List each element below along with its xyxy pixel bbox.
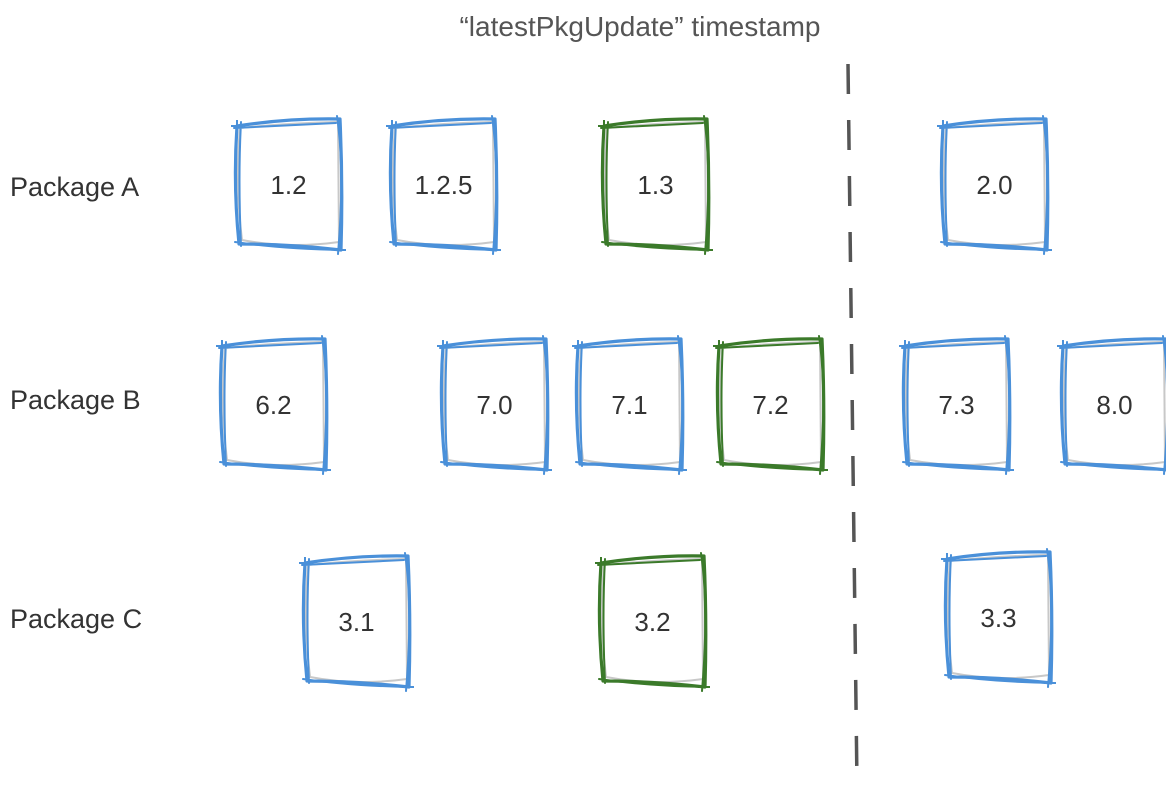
sketch-box-outline	[713, 335, 828, 475]
version-label: 3.1	[338, 607, 374, 637]
version-box-package-a-1-2-5: 1.2.5	[386, 115, 501, 255]
version-label: 8.0	[1096, 390, 1132, 420]
sketch-box-outline	[1057, 335, 1166, 475]
timestamp-divider-line	[846, 63, 859, 785]
sketch-box-outline	[231, 115, 346, 255]
sketch-box-outline	[899, 335, 1014, 475]
version-label: 7.2	[752, 390, 788, 420]
package-b-label: Package B	[10, 385, 141, 415]
package-a-label: Package A	[10, 172, 139, 202]
version-box-package-b-8-0: 8.0	[1057, 335, 1166, 475]
version-label: 1.3	[637, 170, 673, 200]
version-box-package-b-7-2: 7.2	[713, 335, 828, 475]
version-label: 1.2.5	[415, 170, 473, 200]
sketch-box-outline	[299, 552, 414, 692]
sketch-box-outline	[437, 335, 552, 475]
version-label: 1.2	[270, 170, 306, 200]
timestamp-label: “latestPkgUpdate” timestamp	[459, 11, 820, 42]
version-label: 6.2	[255, 390, 291, 420]
version-box-package-a-1-3: 1.3	[598, 115, 713, 255]
sketch-box-outline	[595, 552, 710, 692]
sketch-box-outline	[572, 335, 687, 475]
sketch-box-outline	[937, 115, 1052, 255]
package-c-label: Package C	[10, 604, 142, 634]
version-box-package-a-1-2: 1.2	[231, 115, 346, 255]
version-box-package-c-3-3: 3.3	[941, 548, 1056, 688]
version-label: 7.0	[476, 390, 512, 420]
version-label: 3.3	[980, 603, 1016, 633]
version-box-package-c-3-1: 3.1	[299, 552, 414, 692]
version-label: 2.0	[976, 170, 1012, 200]
version-box-package-b-7-3: 7.3	[899, 335, 1014, 475]
sketch-box-outline	[941, 548, 1056, 688]
version-box-package-a-2-0: 2.0	[937, 115, 1052, 255]
version-label: 7.1	[611, 390, 647, 420]
sketch-box-outline	[598, 115, 713, 255]
sketch-box-outline	[216, 335, 331, 475]
version-label: 3.2	[634, 607, 670, 637]
version-box-package-b-7-0: 7.0	[437, 335, 552, 475]
version-box-package-c-3-2: 3.2	[595, 552, 710, 692]
version-box-package-b-6-2: 6.2	[216, 335, 331, 475]
version-boxes: 1.2 1.2.5 1.3 2.0 6.2 7.0 7.1 7.2 7.3 8.0 3.1 3.2 3.…	[216, 115, 1166, 692]
version-box-package-b-7-1: 7.1	[572, 335, 687, 475]
version-label: 7.3	[938, 390, 974, 420]
sketch-box-outline	[386, 115, 501, 255]
